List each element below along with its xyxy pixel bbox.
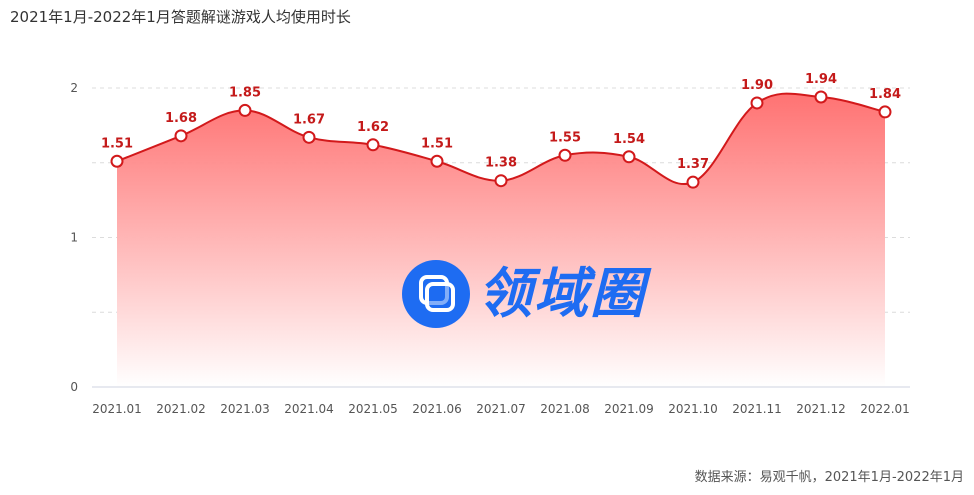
area-fill xyxy=(117,93,885,387)
x-tick-label: 2021.09 xyxy=(604,402,654,416)
y-tick-label: 0 xyxy=(70,380,78,394)
data-label: 1.54 xyxy=(613,132,645,147)
y-axis: 0 1 2 xyxy=(70,81,78,394)
data-point xyxy=(750,96,764,110)
data-label: 1.67 xyxy=(293,112,325,127)
data-label: 1.68 xyxy=(165,111,197,126)
x-axis: 2021.01 2021.02 2021.03 2021.04 2021.05 2021.… xyxy=(92,402,910,416)
data-label: 1.94 xyxy=(805,72,837,87)
data-point xyxy=(430,154,444,168)
x-tick-label: 2021.03 xyxy=(220,402,270,416)
data-points xyxy=(110,90,892,189)
source-note: 数据来源：易观千帆，2021年1月-2022年1月 xyxy=(694,470,964,485)
x-tick-label: 2021.08 xyxy=(540,402,590,416)
y-tick-label: 1 xyxy=(70,231,78,245)
data-point xyxy=(494,174,508,188)
y-tick-label: 2 xyxy=(70,81,78,95)
x-tick-label: 2021.05 xyxy=(348,402,398,416)
data-point xyxy=(558,148,572,162)
data-label: 1.84 xyxy=(869,87,901,102)
data-point xyxy=(622,150,636,164)
x-tick-label: 2021.12 xyxy=(796,402,846,416)
data-point xyxy=(174,129,188,143)
data-label: 1.85 xyxy=(229,85,261,100)
x-tick-label: 2022.01 xyxy=(860,402,910,416)
logo-square-icon xyxy=(402,260,470,328)
data-labels: 1.51 1.68 1.85 1.67 1.62 1.51 1.38 1.55 1.54 1.37… xyxy=(101,72,901,172)
data-point xyxy=(110,154,124,168)
data-label: 1.62 xyxy=(357,120,389,135)
data-label: 1.90 xyxy=(741,78,773,93)
data-point xyxy=(366,138,380,152)
x-tick-label: 2021.10 xyxy=(668,402,718,416)
data-label: 1.55 xyxy=(549,130,581,145)
x-tick-label: 2021.01 xyxy=(92,402,142,416)
data-label: 1.38 xyxy=(485,156,517,171)
x-tick-label: 2021.04 xyxy=(284,402,334,416)
data-point xyxy=(686,175,700,189)
chart-title: 2021年1月-2022年1月答题解谜游戏人均使用时长 xyxy=(10,8,351,26)
x-tick-label: 2021.07 xyxy=(476,402,526,416)
x-tick-label: 2021.11 xyxy=(732,402,782,416)
data-point xyxy=(302,130,316,144)
watermark-text: 领域圈 xyxy=(478,262,646,325)
data-point xyxy=(878,105,892,119)
x-tick-label: 2021.02 xyxy=(156,402,206,416)
data-label: 1.51 xyxy=(101,136,133,151)
watermark: 领域圈 xyxy=(402,258,692,338)
data-label: 1.51 xyxy=(421,136,453,151)
x-tick-label: 2021.06 xyxy=(412,402,462,416)
data-point xyxy=(238,103,252,117)
data-label: 1.37 xyxy=(677,157,709,172)
data-point xyxy=(814,90,828,104)
